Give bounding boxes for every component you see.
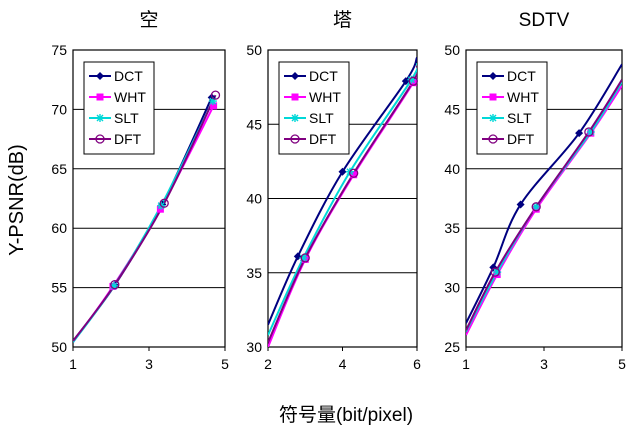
data-point-wht [409, 79, 417, 87]
y-tick-label: 65 [51, 161, 67, 177]
x-tick-label: 5 [221, 356, 229, 372]
legend-marker-wht [489, 93, 497, 101]
x-axis-label: 符号量(bit/pixel) [279, 404, 413, 426]
chart-title: 空 [139, 9, 158, 31]
y-tick-label: 40 [246, 191, 262, 207]
plot-frame [267, 49, 418, 348]
legend-label-dct: DCT [114, 68, 143, 84]
y-tick-label: 55 [51, 280, 67, 296]
data-point-dct [338, 167, 347, 176]
y-tick-label: 25 [444, 339, 460, 355]
x-tick-label: 3 [540, 356, 548, 372]
x-tick-label: 4 [339, 356, 347, 372]
y-tick-label: 30 [246, 339, 262, 355]
data-point-wht [350, 171, 358, 179]
y-tick-label: 45 [246, 116, 262, 132]
legend-label-wht: WHT [114, 89, 146, 105]
chart-panel-2: 30 35 40 45 50 2 4 6 塔 DCT WHT SLT DFT [246, 9, 421, 372]
data-point-dft [110, 279, 120, 290]
legend-box [83, 61, 155, 155]
legend-label-wht: WHT [507, 89, 539, 105]
legend-marker-dft [290, 134, 300, 144]
y-axis-label: Y-PSNR(dB) [6, 144, 28, 256]
legend-label-wht: WHT [309, 89, 341, 105]
legend-label-dft: DFT [507, 131, 535, 147]
chart-panel-1: 50 55 60 65 70 75 1 3 5 空 DCT WHT SLT DFT [51, 9, 229, 372]
y-tick-label: 60 [51, 220, 67, 236]
data-point-dct [516, 200, 525, 209]
data-point-wht [156, 205, 164, 213]
y-tick-label: 75 [51, 42, 67, 58]
data-point-dft [349, 168, 359, 178]
y-tick-label: 45 [444, 101, 460, 117]
data-point-wht [210, 102, 218, 110]
legend-label-dct: DCT [507, 68, 536, 84]
legend-marker-wht [291, 93, 299, 101]
y-tick-label: 50 [246, 42, 262, 58]
y-tick-label: 40 [444, 161, 460, 177]
legend-label-slt: SLT [507, 110, 532, 126]
x-tick-label: 3 [145, 356, 153, 372]
data-point-dft [531, 202, 541, 212]
legend-marker-slt [291, 114, 299, 122]
series-line-dft [73, 94, 217, 342]
legend-marker-dct [291, 72, 299, 80]
legend-marker-dft [95, 134, 105, 144]
legend-label-dft: DFT [114, 131, 142, 147]
x-tick-label: 1 [462, 356, 470, 372]
legend-label-dft: DFT [309, 131, 337, 147]
x-tick-label: 5 [618, 356, 626, 372]
chart-title: SDTV [519, 10, 570, 31]
data-point-dct [575, 129, 584, 138]
x-tick-label: 2 [264, 356, 272, 372]
plot-frame [72, 49, 226, 348]
plot-frame [465, 49, 623, 348]
data-point-dft [210, 90, 221, 100]
y-tick-label: 35 [246, 265, 262, 281]
series-line-dct [466, 63, 622, 324]
x-tick-label: 1 [69, 356, 77, 372]
legend-marker-dft [488, 134, 498, 144]
data-point-dct [293, 252, 302, 261]
data-point-dft [584, 127, 594, 137]
legend-marker-wht [96, 93, 104, 101]
legend-label-slt: SLT [309, 110, 334, 126]
y-tick-label: 50 [444, 42, 460, 58]
legend-marker-dct [489, 72, 497, 80]
data-point-dft [159, 198, 169, 208]
y-tick-label: 30 [444, 280, 460, 296]
legend-label-slt: SLT [114, 110, 139, 126]
y-tick-label: 35 [444, 220, 460, 236]
legend-label-dct: DCT [309, 68, 338, 84]
data-point-dft [490, 267, 500, 277]
data-point-dft [300, 253, 310, 263]
y-tick-label: 50 [51, 339, 67, 355]
legend-marker-slt [96, 114, 104, 122]
chart-title: 塔 [333, 9, 352, 31]
legend-marker-dct [96, 72, 104, 80]
y-tick-label: 70 [51, 101, 67, 117]
data-point-slt [532, 202, 541, 211]
x-tick-label: 6 [413, 356, 421, 372]
data-point-dft [408, 76, 418, 86]
legend-marker-slt [489, 114, 497, 122]
